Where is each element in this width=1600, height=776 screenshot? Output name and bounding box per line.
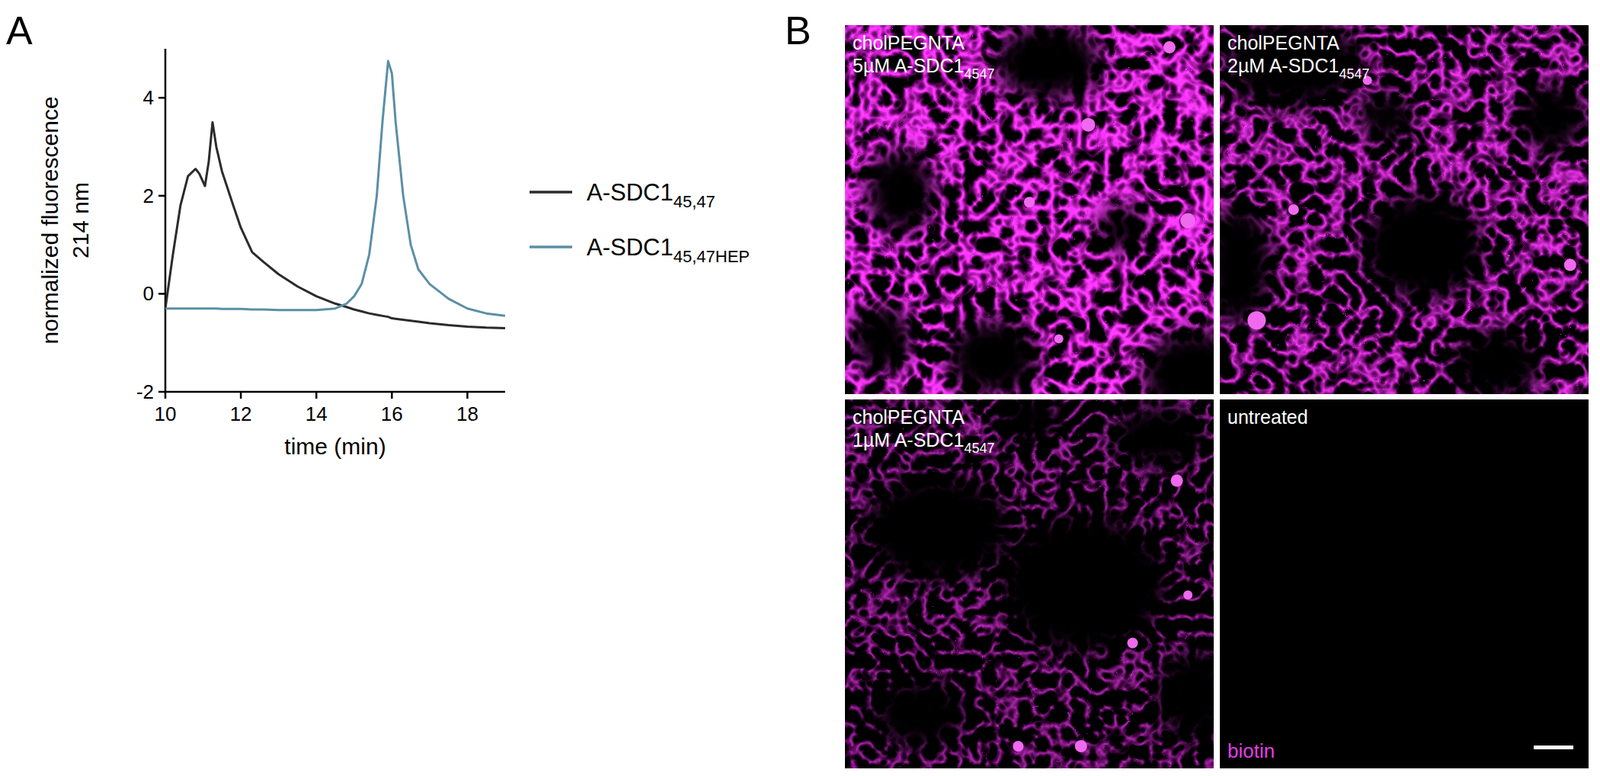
x-tick-label: 16 [380, 402, 404, 426]
image-content [844, 399, 1214, 768]
image-spot [1075, 739, 1088, 752]
image-gap [1112, 405, 1204, 467]
x-axis [165, 390, 506, 394]
x-tick [315, 391, 318, 399]
y-tick-label: 4 [143, 86, 154, 109]
image-spot [1127, 636, 1139, 648]
image-gap [1450, 329, 1543, 394]
image-spot [1183, 590, 1193, 600]
image-gap [1361, 192, 1484, 300]
image-label-subscript: 4547 [963, 66, 995, 82]
image-label-line: cholPEGNTA [852, 32, 965, 54]
image-content [1219, 25, 1589, 394]
image-tile: untreated biotin [1219, 399, 1589, 768]
image-label: untreated [1227, 406, 1309, 428]
legend-subscript: 45,47 [673, 192, 716, 212]
image-gap [998, 399, 1060, 441]
channel-label: biotin [1227, 739, 1275, 762]
image-background [1219, 399, 1589, 768]
x-tick-label: 10 [154, 402, 177, 426]
y-tick-label: -2 [136, 380, 154, 404]
image-gap [1142, 329, 1214, 394]
image-label-line: cholPEGNTA [1227, 32, 1340, 54]
y-tick [158, 292, 166, 295]
image-gap [864, 474, 1010, 582]
image-tile: cholPEGNTA2µM A-SDC14547 [1203, 16, 1589, 399]
image-spot [1012, 740, 1024, 752]
y-tick [158, 390, 166, 394]
legend-label: A-SDC145,47HEP [586, 233, 750, 266]
legend-swatch [529, 190, 573, 194]
image-label-line: 2µM A-SDC1 [1227, 54, 1339, 77]
series-line [165, 121, 506, 328]
y-axis [164, 48, 167, 392]
image-gap [866, 149, 935, 234]
legend-swatch [529, 245, 573, 249]
x-tick-label: 18 [456, 402, 479, 426]
image-label-subscript: 4547 [963, 440, 995, 456]
image-content [844, 25, 1214, 394]
y-tick [158, 96, 166, 100]
image-gap [851, 304, 912, 373]
y-tick [158, 195, 166, 198]
x-tick [466, 391, 469, 399]
image-spot [1054, 333, 1064, 343]
image-spot [1171, 473, 1184, 487]
image-gap [1359, 90, 1413, 144]
image-spot [1288, 204, 1300, 215]
image-spot [1081, 118, 1095, 132]
image-tile: cholPEGNTA1µM A-SDC14547 [844, 394, 1234, 768]
x-tick [240, 391, 243, 399]
image-texture [844, 399, 1214, 768]
image-gap [1098, 204, 1145, 251]
figure: A B 10 12 14 16 18 -2 0 2 4 time (min) normalized fl… [0, 0, 1600, 776]
plot-area [165, 60, 506, 328]
image-label: cholPEGNTA5µM A-SDC14547 [852, 32, 995, 82]
image-label: cholPEGNTA2µM A-SDC14547 [1227, 32, 1370, 82]
image-label: cholPEGNTA1µM A-SDC14547 [852, 406, 995, 456]
legend: A-SDC145,47A-SDC145,47HEP [529, 179, 750, 266]
image-gap [1157, 648, 1214, 740]
image-tile: cholPEGNTA5µM A-SDC14547 [844, 23, 1249, 421]
x-tick [390, 391, 394, 399]
image-gap [1219, 204, 1273, 327]
y-axis-title: 214 nm [67, 182, 93, 259]
axes: 10 12 14 16 18 -2 0 2 4 time (min) normalized fluo… [37, 48, 506, 459]
image-spot [1024, 196, 1035, 208]
y-tick-label: 0 [143, 281, 154, 305]
image-label-line: cholPEGNTA [852, 406, 965, 428]
scale-bar [1533, 745, 1574, 749]
legend-subscript: 45,47HEP [673, 246, 750, 266]
image-label-subscript: 4547 [1338, 66, 1370, 82]
image-gap [947, 319, 1039, 394]
legend-label: A-SDC145,47 [586, 179, 716, 212]
legend-name: A-SDC1 [586, 233, 674, 261]
legend-name: A-SDC1 [586, 179, 674, 206]
image-gap [1001, 515, 1169, 653]
x-tick-label: 12 [230, 402, 253, 426]
image-gap [994, 25, 1101, 100]
image-spot [1180, 213, 1196, 229]
image-gap [873, 678, 965, 747]
image-spot [1163, 41, 1176, 54]
image-label-line: 5µM A-SDC1 [852, 54, 964, 77]
image-background [844, 399, 1214, 768]
x-tick-label: 14 [305, 402, 328, 426]
x-tick [164, 391, 167, 399]
x-axis-title: time (min) [284, 433, 386, 459]
panel-label: B [784, 8, 812, 53]
image-label-line: untreated [1227, 406, 1309, 428]
y-tick-label: 2 [143, 184, 154, 208]
y-axis-title: normalized fluorescence [37, 96, 63, 344]
panel-label: A [6, 8, 33, 53]
image-content [1219, 399, 1589, 768]
image-spot [1564, 259, 1577, 272]
image-label-line: 1µM A-SDC1 [852, 428, 964, 451]
image-spot [1247, 310, 1266, 330]
series-line [165, 60, 506, 316]
image-gap [1517, 83, 1587, 152]
